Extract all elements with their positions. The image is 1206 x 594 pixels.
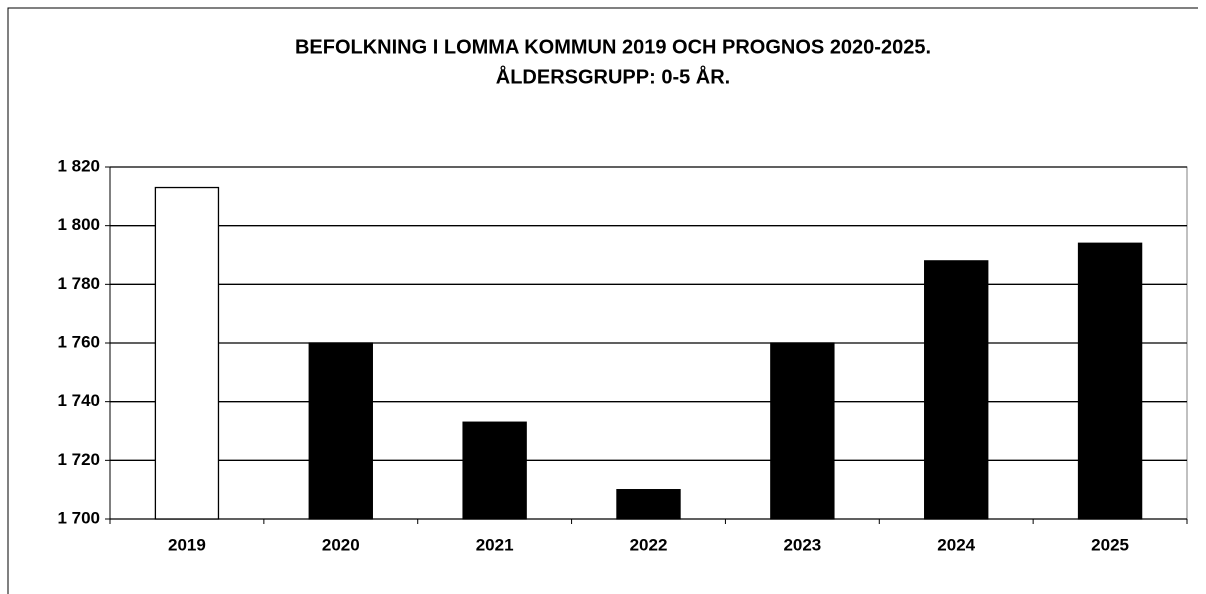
x-tick-label: 2023 [783, 535, 821, 554]
chart-subtitle: ÅLDERSGRUPP: 0-5 ÅR. [496, 64, 730, 88]
x-tick-label: 2019 [168, 535, 206, 554]
chart-frame [7, 7, 1198, 594]
y-tick-label: 1 700 [57, 508, 100, 527]
y-tick-label: 1 740 [57, 391, 100, 410]
bar [1077, 242, 1143, 520]
y-tick-label: 1 780 [57, 274, 100, 293]
y-tick-label: 1 800 [57, 215, 100, 234]
chart-title: BEFOLKNING I LOMMA KOMMUN 2019 OCH PROGN… [295, 36, 931, 58]
bar [462, 421, 527, 520]
x-tick-label: 2024 [937, 535, 975, 554]
bar [924, 260, 989, 520]
bar [770, 342, 835, 520]
x-tick-label: 2021 [476, 535, 514, 554]
y-tick-label: 1 820 [57, 156, 100, 175]
bar [308, 342, 373, 520]
bar [154, 186, 220, 520]
x-tick-label: 2022 [630, 535, 668, 554]
bar [616, 489, 681, 520]
x-tick-label: 2020 [322, 535, 360, 554]
y-tick-label: 1 760 [57, 332, 100, 351]
x-tick-label: 2025 [1091, 535, 1129, 554]
y-tick-label: 1 720 [57, 450, 100, 469]
